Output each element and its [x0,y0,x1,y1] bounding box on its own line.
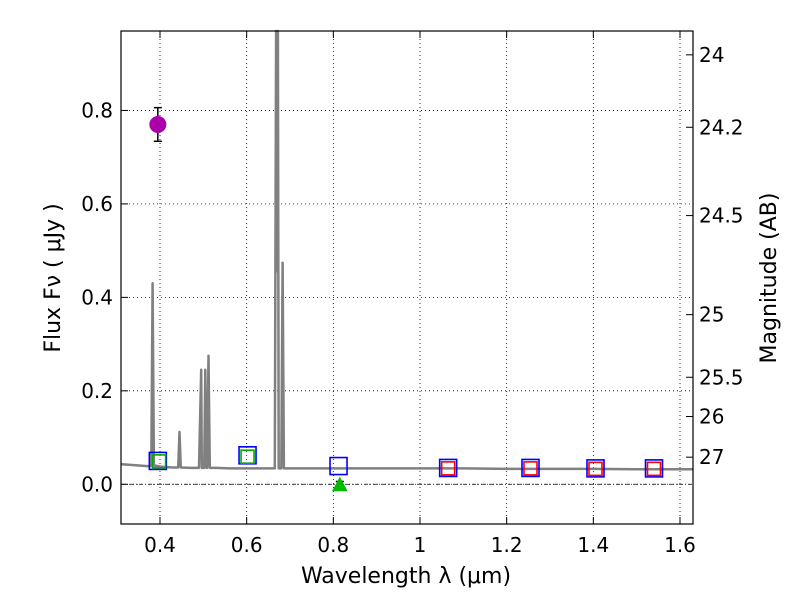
y-tick-label: 0.6 [81,192,113,216]
magnitude-tick-label: 26 [699,405,724,429]
axis-ticks: 0.4 0.6 0.8 1 1.2 1.4 1.6 0.0 0.2 0.4 0.6 0.8 24 24.2… [81,31,744,557]
x-tick-label: 1.4 [577,533,609,557]
photometry-square [438,458,458,478]
grid [121,31,693,524]
photometry-square [586,459,605,478]
spectrum-series [120,29,693,471]
magnitude-tick-label: 24 [699,43,724,67]
y-tick-label: 0.0 [81,472,113,496]
photometry-square [523,461,538,476]
x-tick-label: 0.4 [144,533,176,557]
y-tick-label: 0.2 [81,379,113,403]
photometry-square [329,456,348,476]
x-tick-label: 0.6 [231,533,263,557]
x-tick-label: 0.8 [317,533,349,557]
photometry-square [151,454,167,469]
y-tick-label: 0.8 [81,98,113,122]
photometry-square [521,458,540,478]
photometry-square [588,461,603,477]
x-axis-title: Wavelength λ (μm) [301,564,511,589]
plot-frame [120,30,694,525]
magnitude-tick-label: 24.5 [699,204,744,228]
photometry-square [646,461,662,477]
x-tick-label: 1 [414,533,427,557]
measurement-triangle [331,476,348,492]
magnitude-tick-label: 25.5 [699,365,744,389]
photometry-square [440,461,456,476]
y-axis-right-title: Magnitude (AB) [757,193,782,364]
marker-series [148,106,664,492]
magnitude-tick-label: 25 [699,303,724,327]
y-tick-label: 0.4 [81,285,113,309]
spectrum-line [120,29,693,471]
photometry-square [644,459,664,478]
photometry-square [240,449,255,465]
x-tick-label: 1.6 [664,533,696,557]
magnitude-tick-label: 24.2 [699,115,744,139]
magnitude-tick-label: 27 [699,445,724,469]
measurement-circle [149,115,167,133]
y-axis-title: Flux Fν ( μJy ) [41,203,66,352]
x-tick-label: 1.2 [491,533,523,557]
